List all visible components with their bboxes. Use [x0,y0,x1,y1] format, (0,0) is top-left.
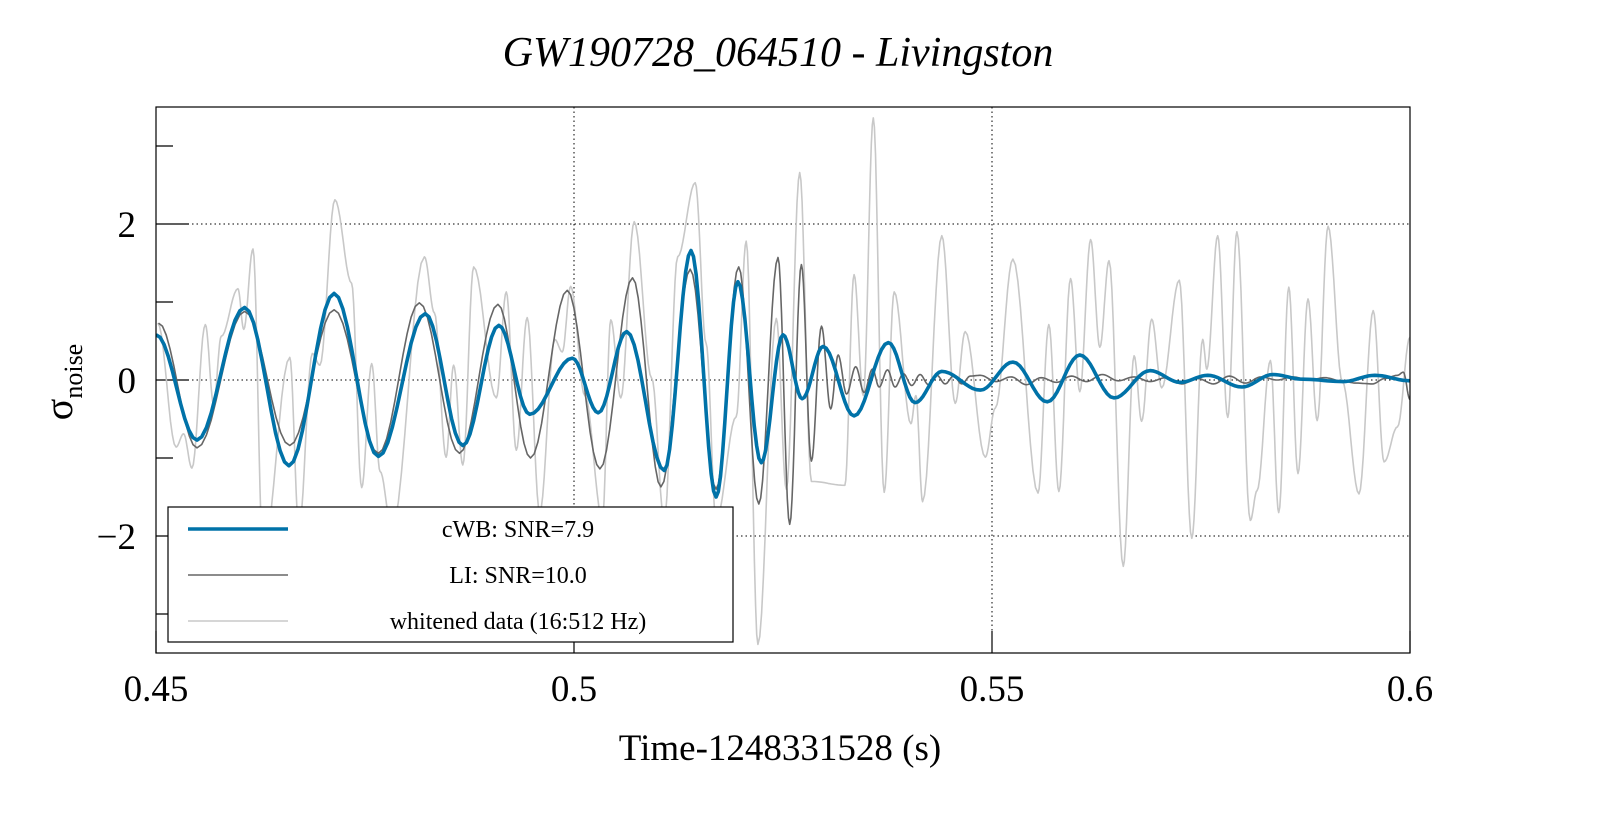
y-axis-label-main: σ [36,399,81,421]
tick-labels: 0.45 0.5 0.55 0.6 −2 0 2 [97,205,1434,710]
whitened-data-line [157,117,1410,646]
svg-text:σnoise: σnoise [36,344,88,420]
x-tick-label: 0.6 [1387,669,1433,710]
y-tick-label: 2 [118,205,137,246]
series-group [156,117,1410,646]
y-axis-label: σnoise [36,344,88,420]
plot-frame [155,106,1411,654]
x-tick-label: 0.45 [124,669,189,710]
cwb-series-line [156,248,1410,499]
y-tick-label: −2 [97,517,136,558]
legend-label: whitened data (16:512 Hz) [390,609,647,635]
chart-title: GW190728_064510 - Livingston [503,30,1054,76]
y-axis-label-sub: noise [59,344,88,399]
legend-label: LI: SNR=10.0 [449,563,587,589]
x-axis-label: Time-1248331528 (s) [619,728,941,769]
y-tick-label: 0 [118,361,137,402]
legend-label: cWB: SNR=7.9 [442,517,594,543]
x-tick-label: 0.5 [551,669,597,710]
legend: cWB: SNR=7.9 LI: SNR=10.0 whitened data (1… [167,506,734,643]
x-tick-label: 0.55 [960,669,1025,710]
